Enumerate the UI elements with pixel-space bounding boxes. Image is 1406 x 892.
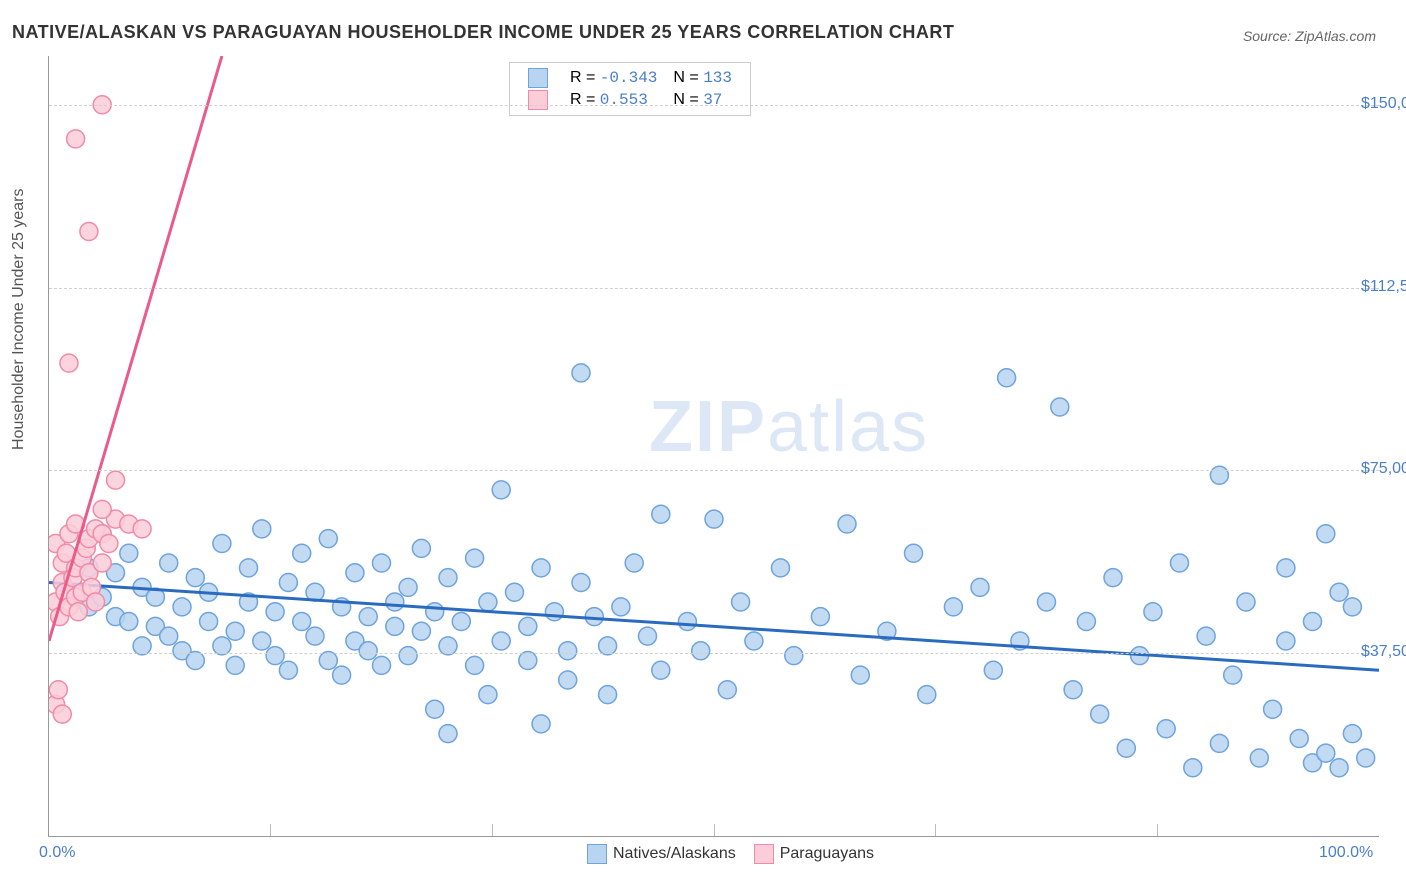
ytick-label: $150,000 [1361,95,1406,113]
scatter-plot: ZIPatlas R = -0.343N = 133R = 0.553N = 3… [48,56,1379,837]
plot-svg [49,56,1379,836]
source-label: Source: ZipAtlas.com [1243,28,1376,44]
xtick-label: 0.0% [39,844,75,862]
xtick-label: 100.0% [1319,844,1373,862]
legend-series: Natives/AlaskansParaguayans [569,844,874,864]
ytick-label: $75,000 [1361,460,1406,478]
legend-stats: R = -0.343N = 133R = 0.553N = 37 [509,62,751,116]
ytick-label: $112,500 [1361,278,1406,296]
ytick-label: $37,500 [1361,643,1406,661]
chart-title: NATIVE/ALASKAN VS PARAGUAYAN HOUSEHOLDER… [12,22,954,43]
y-axis-label: Householder Income Under 25 years [10,189,28,450]
